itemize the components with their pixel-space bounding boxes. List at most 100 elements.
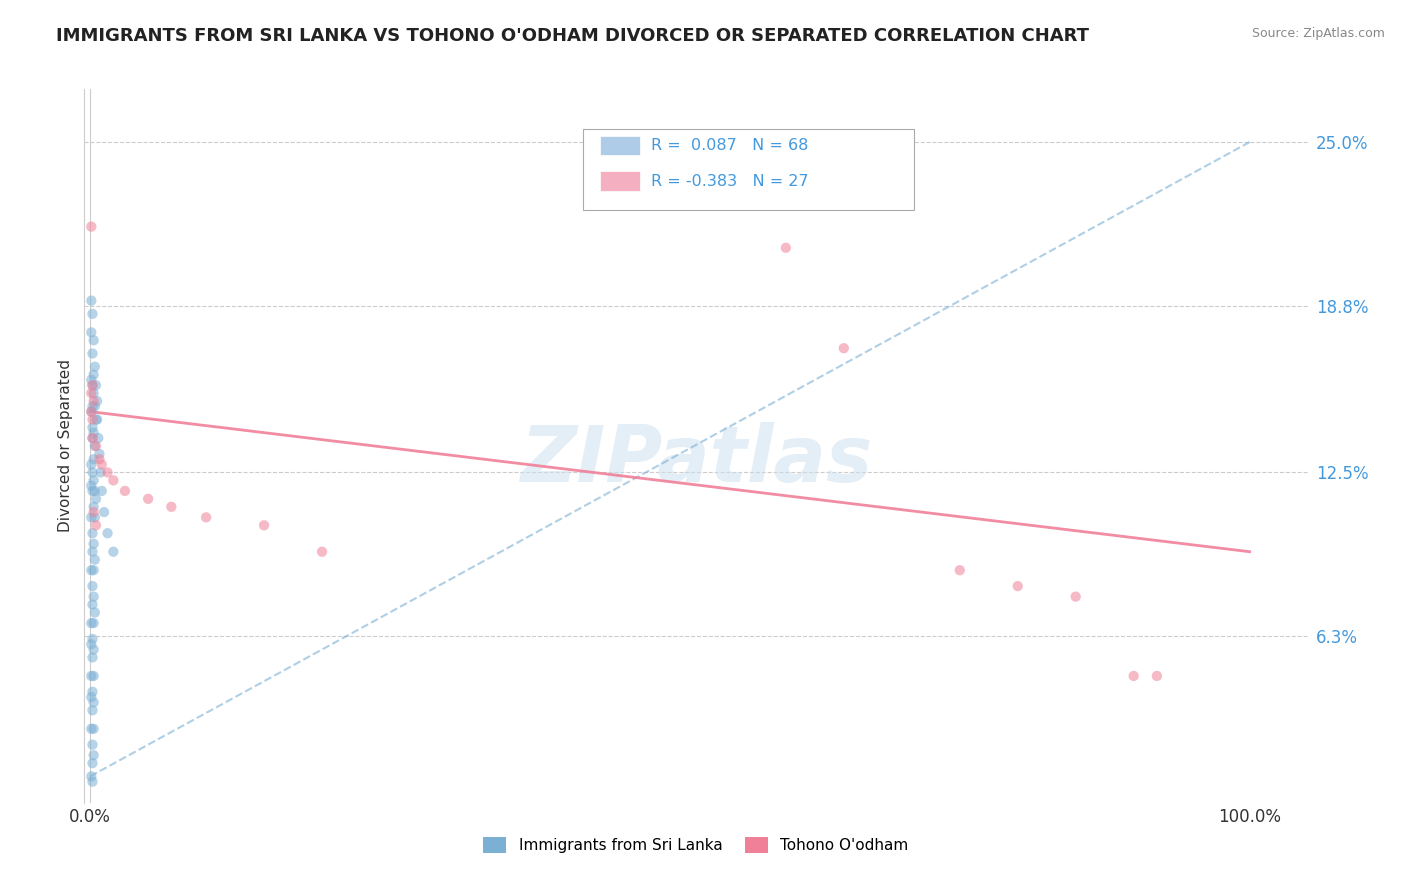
- Point: [1007, 579, 1029, 593]
- Point: [83, 452, 105, 467]
- Point: [83, 333, 105, 347]
- Point: [83, 500, 105, 514]
- Point: [82, 307, 104, 321]
- Point: [82, 346, 104, 360]
- Point: [80, 722, 103, 736]
- Point: [82, 412, 104, 426]
- Point: [82, 420, 104, 434]
- Text: IMMIGRANTS FROM SRI LANKA VS TOHONO O'ODHAM DIVORCED OR SEPARATED CORRELATION CH: IMMIGRANTS FROM SRI LANKA VS TOHONO O'OD…: [56, 27, 1090, 45]
- Point: [253, 518, 276, 533]
- Point: [83, 563, 105, 577]
- Point: [160, 500, 183, 514]
- Point: [83, 394, 105, 409]
- Point: [82, 545, 104, 559]
- Point: [80, 637, 103, 651]
- Point: [83, 722, 105, 736]
- Point: [83, 537, 105, 551]
- Point: [82, 431, 104, 445]
- Point: [82, 703, 104, 717]
- Point: [82, 650, 104, 665]
- Point: [82, 774, 104, 789]
- Point: [80, 616, 103, 631]
- Point: [83, 368, 105, 382]
- Point: [83, 642, 105, 657]
- Text: ZIPatlas: ZIPatlas: [520, 422, 872, 499]
- Point: [89, 447, 111, 461]
- Point: [80, 386, 103, 401]
- Point: [84, 491, 107, 506]
- Point: [83, 590, 105, 604]
- Point: [86, 412, 108, 426]
- Point: [311, 545, 333, 559]
- Point: [82, 378, 104, 392]
- Point: [83, 474, 105, 488]
- Point: [136, 491, 159, 506]
- Point: [80, 769, 103, 783]
- Point: [82, 598, 104, 612]
- Point: [83, 425, 105, 440]
- Legend: Immigrants from Sri Lanka, Tohono O'odham: Immigrants from Sri Lanka, Tohono O'odha…: [477, 831, 915, 859]
- Text: R =  0.087   N = 68: R = 0.087 N = 68: [651, 138, 808, 153]
- Point: [83, 552, 105, 566]
- Point: [103, 474, 125, 488]
- Point: [1146, 669, 1168, 683]
- Point: [86, 394, 108, 409]
- Point: [83, 386, 105, 401]
- Point: [80, 326, 103, 340]
- Point: [82, 685, 104, 699]
- Point: [84, 378, 107, 392]
- Point: [82, 431, 104, 445]
- Point: [80, 563, 103, 577]
- Point: [90, 483, 112, 498]
- Point: [84, 439, 107, 453]
- Point: [83, 505, 105, 519]
- Point: [84, 412, 107, 426]
- Point: [80, 404, 103, 418]
- Point: [83, 359, 105, 374]
- Point: [775, 241, 797, 255]
- Y-axis label: Divorced or Separated: Divorced or Separated: [58, 359, 73, 533]
- Point: [82, 738, 104, 752]
- Point: [80, 293, 103, 308]
- Point: [83, 606, 105, 620]
- Point: [83, 748, 105, 763]
- Point: [83, 669, 105, 683]
- Point: [82, 579, 104, 593]
- Point: [949, 563, 972, 577]
- Point: [195, 510, 218, 524]
- Point: [83, 616, 105, 631]
- Point: [96, 526, 118, 541]
- Point: [82, 483, 104, 498]
- Point: [83, 483, 105, 498]
- Point: [93, 505, 115, 519]
- Point: [832, 341, 855, 355]
- Point: [80, 510, 103, 524]
- Point: [83, 510, 105, 524]
- Point: [80, 404, 103, 418]
- Point: [103, 545, 125, 559]
- Point: [89, 452, 111, 467]
- Point: [80, 669, 103, 683]
- Point: [82, 400, 104, 414]
- Point: [82, 378, 104, 392]
- Point: [1064, 590, 1087, 604]
- Point: [84, 518, 107, 533]
- Point: [83, 695, 105, 709]
- Point: [83, 439, 105, 453]
- Point: [90, 466, 112, 480]
- Point: [80, 478, 103, 492]
- Point: [80, 690, 103, 704]
- Point: [82, 756, 104, 771]
- Point: [80, 373, 103, 387]
- Point: [82, 466, 104, 480]
- Text: R = -0.383   N = 27: R = -0.383 N = 27: [651, 174, 808, 188]
- Point: [1122, 669, 1144, 683]
- Point: [90, 458, 112, 472]
- Point: [80, 219, 103, 234]
- Point: [83, 400, 105, 414]
- Point: [114, 483, 136, 498]
- Point: [82, 526, 104, 541]
- Text: Source: ZipAtlas.com: Source: ZipAtlas.com: [1251, 27, 1385, 40]
- Point: [80, 458, 103, 472]
- Point: [87, 431, 110, 445]
